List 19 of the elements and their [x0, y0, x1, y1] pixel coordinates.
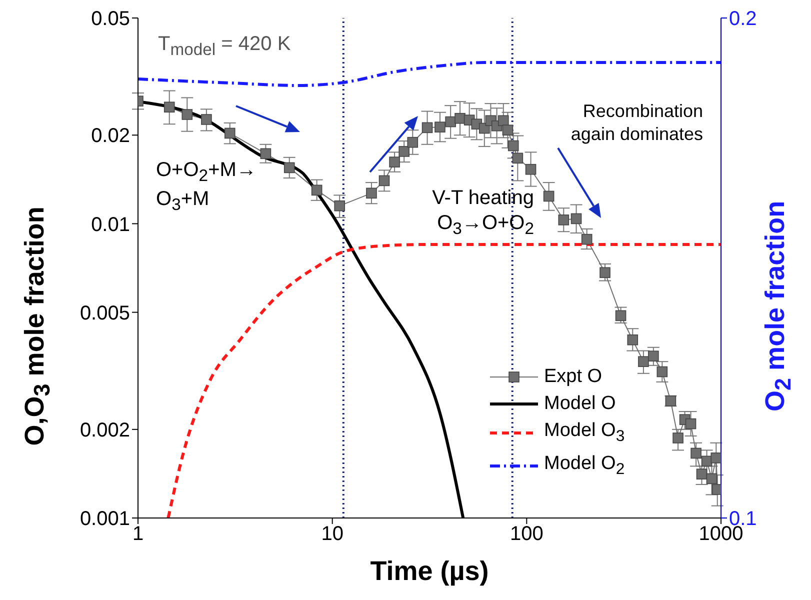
y-tick-label: 0.002 [80, 420, 130, 442]
x-tick-label: 100 [510, 523, 544, 546]
annotation: T$_{model}$ = 420 K [158, 32, 292, 61]
annotation: Recombination again dominates [570, 100, 703, 145]
y2-tick-label: 0.2 [729, 8, 757, 30]
y-tick-label: 0.02 [91, 125, 130, 148]
y-tick-label: 0.001 [80, 508, 130, 530]
x-tick-label: 10 [321, 523, 344, 546]
legend-label: Model O$_{2}$ [544, 452, 625, 480]
x-tick-label: 1 [132, 523, 144, 546]
y-tick-label: 0.01 [91, 214, 130, 236]
legend-label: Model O$_{3}$ [544, 419, 625, 447]
y-tick-label: 0.005 [80, 302, 130, 324]
legend-label: Expt O [544, 365, 602, 389]
x-axis-title: Time (µs) [369, 556, 490, 587]
legend-label: Model O [544, 392, 616, 416]
annotation: V-T heating O$_{3}$→O+O$_{2}$ [431, 186, 534, 240]
text: O+O$_{2}$+M→ O$_{3}$+M [156, 159, 256, 214]
y-tick-label: 0.05 [91, 8, 130, 30]
